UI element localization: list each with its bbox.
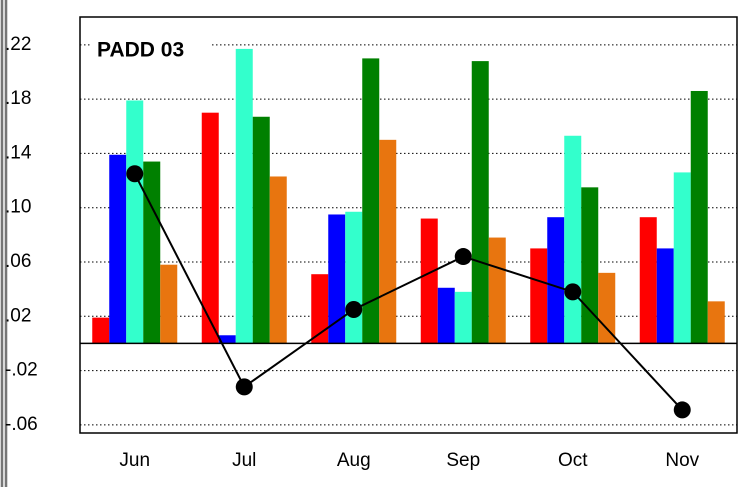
bar [547,217,565,344]
line-point [454,248,472,266]
bar [581,187,599,344]
bar [362,58,380,344]
y-tick-label: -.06 [5,414,38,435]
bar [92,317,110,344]
bar [143,161,161,344]
bar [201,112,219,344]
bar [530,248,548,344]
bar [673,172,691,344]
line-point [235,378,253,396]
bar [420,218,438,344]
bar [218,335,236,344]
x-tick-label: Nov [665,450,699,471]
x-tick-label: Aug [337,450,371,471]
x-tick-label: Sep [446,450,480,471]
y-tick-label: .02 [5,305,31,326]
bar [379,139,397,344]
bar [345,211,363,344]
plot-area [79,16,738,434]
bar [252,116,270,344]
line-point [126,165,144,183]
bar [109,154,127,344]
bar [656,248,674,344]
bar [328,214,346,344]
bar [690,90,708,344]
line-point [345,300,363,318]
bar [269,176,287,344]
bar [311,274,329,344]
bar [471,61,489,344]
bar [235,48,253,344]
line-point [564,283,582,301]
x-tick-label: Jun [119,450,150,471]
bar [160,264,178,344]
x-tick-label: Jul [232,450,256,471]
line [133,173,683,411]
bar [488,237,506,344]
line-point [673,401,691,419]
y-tick-label: -.02 [5,360,38,381]
y-tick-label: .06 [5,251,31,272]
bar [437,287,455,344]
y-tick-label: .22 [5,34,31,55]
x-tick-label: Oct [558,450,588,471]
y-tick-label: .10 [5,197,31,218]
bar [598,272,616,344]
y-tick-label: .14 [5,142,32,163]
bar [126,100,144,344]
y-tick-label: .18 [5,88,31,109]
chart-title: PADD 03 [97,39,184,62]
frame-edge [0,0,8,487]
bar [707,301,725,344]
title-box [92,32,212,68]
bar [564,135,582,344]
bar [454,291,472,344]
bar [639,217,657,344]
